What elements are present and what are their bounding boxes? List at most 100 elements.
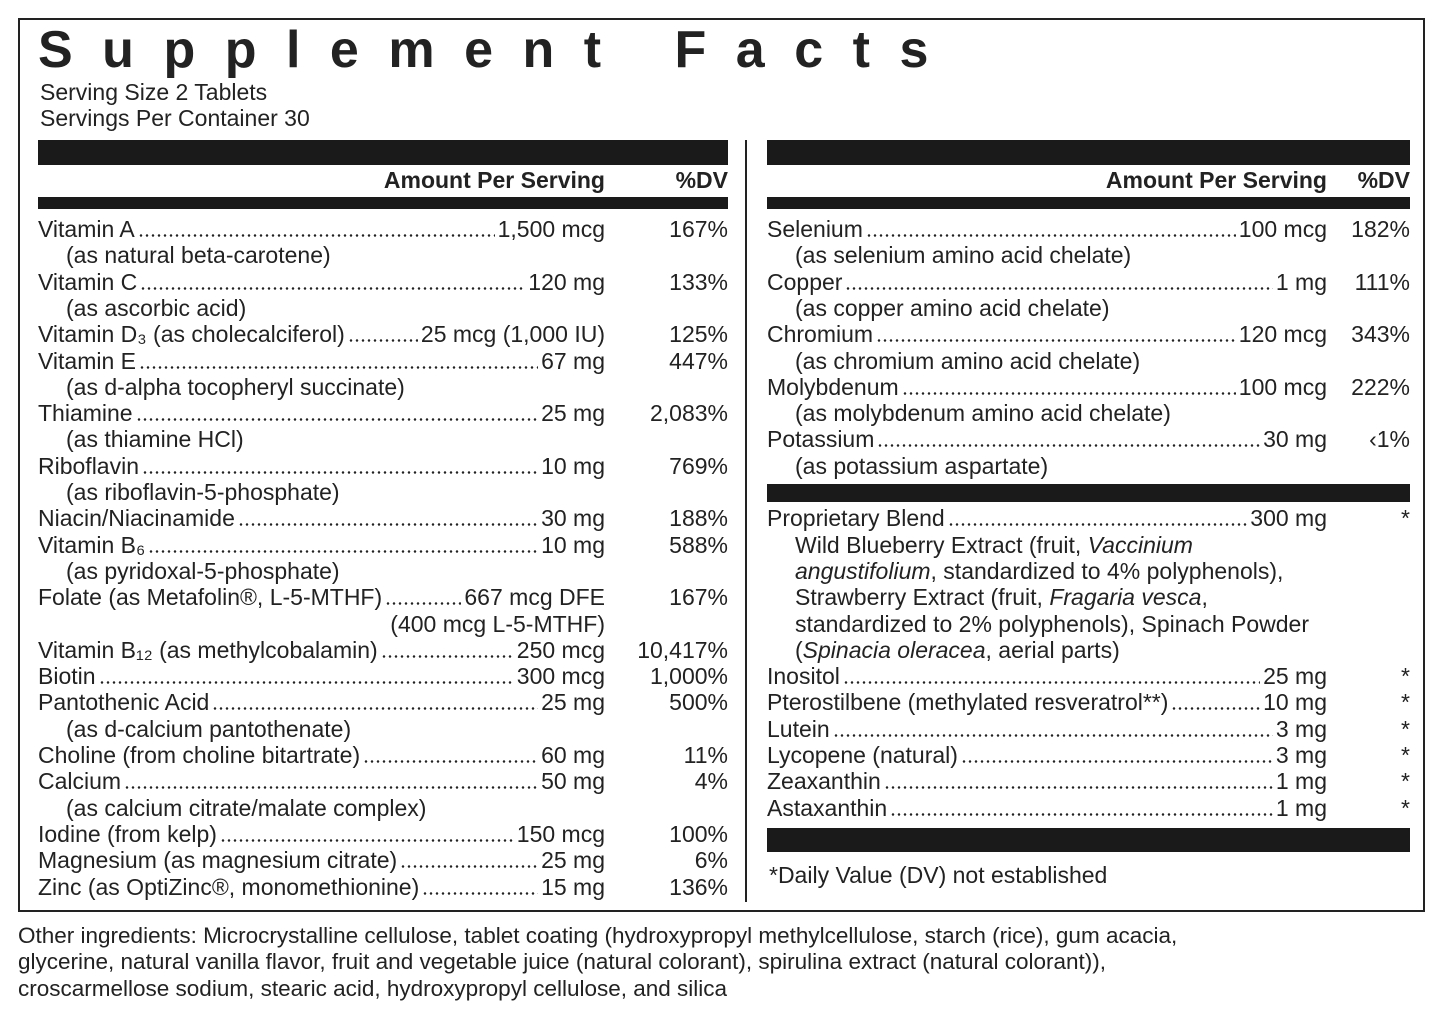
dot-leader: [347, 339, 418, 343]
source-text: (as copper amino acid chelate): [795, 294, 1110, 321]
nutrient-dv: *: [1401, 689, 1410, 716]
nutrient-dv: 133%: [669, 268, 728, 295]
bottom-bar: [767, 828, 1410, 852]
nutrient-dv: 447%: [669, 347, 728, 374]
nutrient-amount: 10 mg: [1263, 689, 1327, 716]
nutrient-name: Zinc (as OptiZinc®, monomethionine): [38, 873, 420, 900]
nutrient-name: Thiamine: [38, 400, 133, 427]
nutrient-dv: *: [1401, 715, 1410, 742]
nutrient-name: Zeaxanthin: [767, 768, 881, 795]
nutrient-row: Pantothenic Acid 25 mg 500%: [38, 689, 728, 715]
nutrient-row: Zinc (as OptiZinc®, monomethionine) 15 mg…: [38, 874, 728, 900]
nutrient-amount: 100 mcg: [1238, 373, 1327, 400]
nutrient-dv: 167%: [669, 216, 728, 242]
nutrient-name: Choline (from choline bitartrate): [38, 742, 361, 768]
header-amount: Amount Per Serving: [1105, 167, 1327, 193]
nutrient-name: Vitamin E: [38, 347, 137, 374]
nutrient-name: Pterostilbene (methylated resveratrol**): [767, 689, 1169, 716]
nutrient-dv: 125%: [669, 321, 728, 348]
nutrient-name: Lycopene (natural): [767, 742, 958, 768]
blend-text: Vaccinium: [1087, 531, 1193, 558]
nutrient-row: Molybdenum 100 mcg 222%: [767, 374, 1410, 400]
nutrient-amount: 30 mg: [1263, 426, 1327, 453]
nutrient-name: Proprietary Blend: [767, 505, 945, 532]
header-dv: %DV: [675, 167, 728, 193]
nutrient-name: Lutein: [767, 715, 830, 742]
other-ingredients-line: croscarmellose sodium, stearic acid, hyd…: [18, 975, 728, 1001]
nutrient-dv: *: [1401, 663, 1410, 690]
blend-line: standardized to 2% polyphenols), Spinach…: [767, 611, 1410, 637]
dot-leader: [385, 602, 462, 606]
nutrient-dv: 4%: [694, 768, 728, 795]
nutrient-row: Vitamin B₁₂ (as methylcobalamin) 250 mcg 1…: [38, 637, 728, 663]
header-spacer: [38, 167, 384, 193]
nutrient-amount: 120 mcg: [1238, 321, 1327, 348]
nutrient-dv: *: [1401, 742, 1410, 768]
nutrient-row: Lutein 3 mg *: [767, 716, 1410, 742]
blend-line: Wild Blueberry Extract (fruit, Vaccinium: [767, 532, 1410, 558]
nutrient-dv: 343%: [1351, 321, 1410, 348]
nutrient-amount: 667 mcg DFE: [464, 584, 605, 611]
nutrient-amount: 1 mg: [1275, 794, 1327, 821]
nutrient-row: Riboflavin 10 mg 769%: [38, 453, 728, 479]
nutrient-name: Astaxanthin: [767, 794, 888, 821]
nutrient-dv: 167%: [669, 584, 728, 611]
top-bar: [767, 140, 1410, 165]
nutrient-row: Vitamin B₆ 10 mg 588%: [38, 532, 728, 558]
source-text: (as calcium citrate/malate complex): [66, 794, 427, 821]
blend-text: angustifolium: [795, 557, 931, 584]
dot-leader: [400, 865, 539, 869]
source-text: (as riboflavin-5-phosphate): [66, 479, 340, 505]
dot-leader: [237, 523, 539, 527]
other-ingredients: Other ingredients: Microcrystalline cell…: [18, 923, 1177, 1002]
amount-note: (400 mcg L-5-MTHF): [390, 610, 605, 637]
nutrient-row: Magnesium (as magnesium citrate) 25 mg 6%: [38, 847, 728, 873]
source-text: (as natural beta-carotene): [66, 242, 331, 269]
nutrient-name: Pantothenic Acid: [38, 689, 210, 716]
blend-text: , standardized to 4% polyphenols),: [930, 557, 1284, 584]
spacer: [38, 611, 390, 637]
nutrient-amount: 120 mg: [528, 268, 605, 295]
nutrient-source: (as copper amino acid chelate): [767, 295, 1410, 321]
dot-leader: [212, 707, 539, 711]
nutrient-dv: 222%: [1351, 373, 1410, 400]
nutrient-dv: 10,417%: [637, 636, 728, 663]
nutrient-row: Selenium 100 mcg 182%: [767, 216, 1410, 242]
nutrient-name: Folate (as Metafolin®, L-5-MTHF): [38, 584, 383, 611]
nutrient-name: Vitamin A: [38, 216, 135, 242]
blend-text: Wild Blueberry Extract (fruit,: [795, 531, 1088, 558]
header-spacer: [767, 167, 1106, 193]
nutrient-row: Chromium 120 mcg 343%: [767, 321, 1410, 347]
header-dv: %DV: [1357, 167, 1410, 193]
dot-leader: [845, 286, 1273, 290]
header-amount: Amount Per Serving: [383, 167, 605, 193]
source-text: (as molybdenum amino acid chelate): [795, 400, 1171, 427]
nutrient-name: Potassium: [767, 426, 875, 453]
blend-line: Strawberry Extract (fruit, Fragaria vesc…: [767, 584, 1410, 610]
nutrient-dv: 182%: [1351, 216, 1410, 242]
blend-text: Spinacia oleracea: [802, 636, 986, 663]
nutrient-source: (as chromium amino acid chelate): [767, 348, 1410, 374]
dot-leader: [137, 234, 495, 237]
nutrient-row: Niacin/Niacinamide 30 mg 188%: [38, 505, 728, 531]
nutrient-row: Vitamin C 120 mg 133%: [38, 269, 728, 295]
blend-text: , aerial parts): [985, 636, 1120, 663]
nutrient-name: Calcium: [38, 768, 122, 795]
dot-leader: [148, 549, 539, 553]
nutrient-amount: 10 mg: [541, 531, 605, 558]
other-ingredients-line: glycerine, natural vanilla flavor, fruit…: [18, 949, 1107, 975]
nutrient-amount: 10 mg: [541, 452, 605, 479]
blend-text: Strawberry Extract (fruit,: [795, 584, 1050, 611]
blend-text: standardized to 2% polyphenols), Spinach…: [795, 610, 1309, 637]
dot-leader: [842, 681, 1261, 685]
source-text: (as thiamine HCl): [66, 426, 244, 453]
spacer: [605, 611, 728, 637]
nutrient-name: Iodine (from kelp): [38, 820, 217, 847]
nutrient-dv: 1,000%: [649, 663, 728, 690]
source-text: (as ascorbic acid): [66, 294, 247, 321]
top-bar: [38, 140, 728, 165]
nutrient-source: (as ascorbic acid): [38, 295, 728, 321]
dot-leader: [876, 339, 1236, 343]
nutrient-source: (as thiamine HCl): [38, 426, 728, 452]
